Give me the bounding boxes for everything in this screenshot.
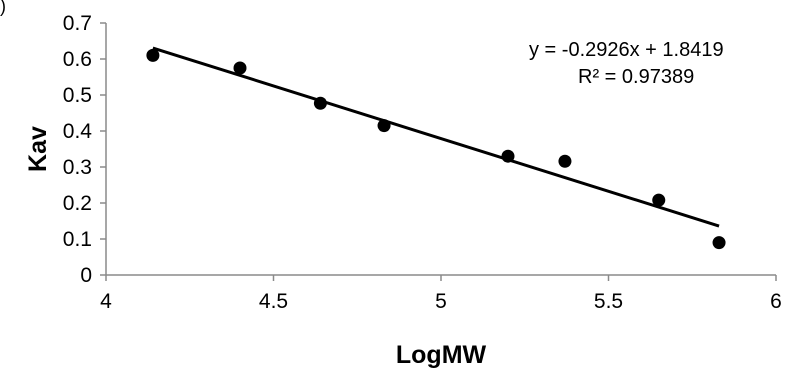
x-tick-label: 6	[770, 290, 782, 313]
trendline	[152, 46, 720, 228]
y-tick-label: 0.3	[63, 156, 92, 179]
x-tick-label: 4.5	[259, 290, 288, 313]
data-point	[712, 236, 726, 250]
data-point	[652, 193, 666, 207]
x-axis-title: LogMW	[396, 341, 487, 369]
ticks	[100, 22, 777, 281]
data-point	[558, 154, 572, 168]
r-squared-label: R² = 0.97389	[578, 66, 694, 88]
x-tick-label: 5	[435, 290, 447, 313]
data-point	[146, 48, 160, 62]
equation-label: y = -0.2926x + 1.8419	[529, 39, 724, 61]
y-tick-label: 0.4	[63, 120, 93, 143]
y-tick-label: 0.7	[63, 12, 92, 35]
y-tick-label: 0.2	[63, 192, 92, 215]
y-tick-label: 0.6	[63, 48, 92, 71]
data-point	[233, 61, 247, 75]
corner-mark: )	[0, 0, 6, 16]
y-tick-label: 0	[80, 264, 92, 287]
x-tick-label: 4	[100, 290, 112, 313]
data-point	[313, 96, 327, 110]
data-point	[377, 119, 391, 133]
y-tick-label: 0.5	[63, 84, 92, 107]
tick-labels: 0 0.1 0.2 0.3 0.4 0.5 0.6 0.7 4 4.5 5 5.5 6	[63, 12, 782, 313]
x-tick-label: 5.5	[594, 290, 623, 313]
data-points	[146, 48, 726, 250]
y-tick-label: 0.1	[63, 228, 92, 251]
y-axis-title: Kav	[24, 126, 52, 172]
data-point	[501, 149, 515, 163]
